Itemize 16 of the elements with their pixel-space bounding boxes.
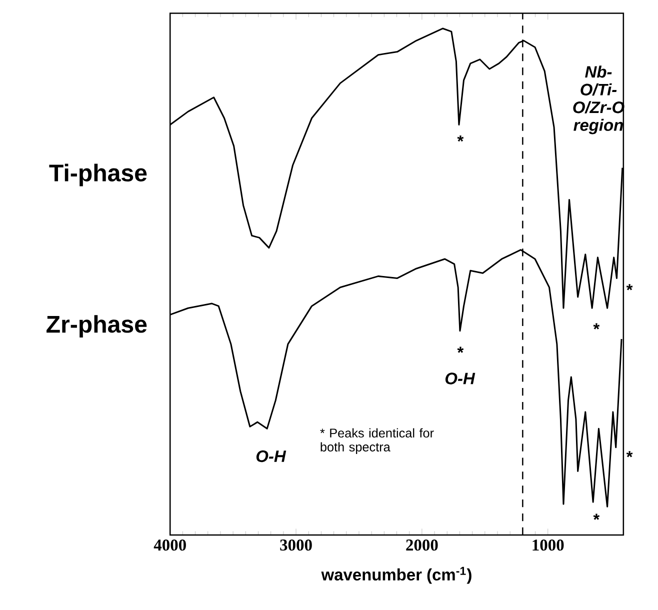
x-tick-label: 1000 xyxy=(532,539,564,551)
x-axis-title: wavenumber (cm$^{-1}$) xyxy=(321,566,472,584)
annotation: * xyxy=(593,323,600,330)
x-tick-label: 2000 xyxy=(406,539,438,551)
text: * xyxy=(626,284,633,290)
series-label: Zr-phase xyxy=(46,315,147,338)
annotation: * xyxy=(457,346,464,353)
series-label: Ti-phase xyxy=(49,164,147,186)
annotation: * xyxy=(457,135,464,142)
text: * xyxy=(626,451,633,458)
annotation: O-H xyxy=(445,372,476,384)
annotation: * Peaks identical for both spectra xyxy=(320,428,434,454)
annotation: O-H xyxy=(256,450,286,462)
x-tick-label: 3000 xyxy=(280,539,312,551)
annotation: * xyxy=(593,514,600,520)
x-tick-label: 4000 xyxy=(154,539,186,551)
